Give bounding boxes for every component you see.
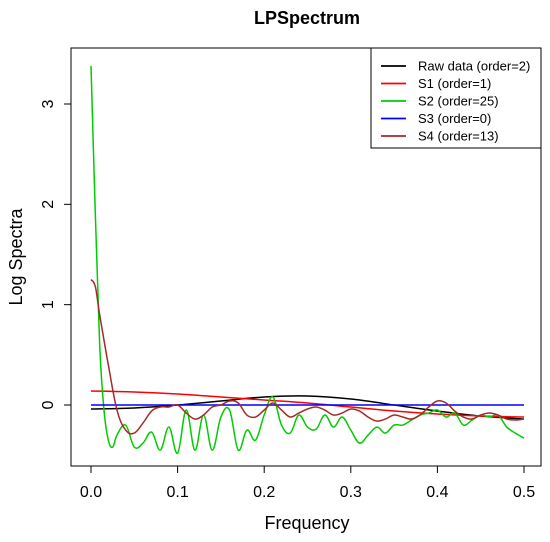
legend-label-5: S4 (order=13) [418,129,499,144]
series-line-5 [90,279,525,435]
legend-label-4: S3 (order=0) [418,111,491,126]
x-axis-title: Frequency [264,513,349,533]
x-tick-label: 0.0 [80,484,102,501]
x-tick-label: 0.2 [253,484,275,501]
legend-box [370,47,542,149]
y-tick-label: 2 [40,200,57,209]
y-axis: 0 1 2 3 [40,99,72,409]
series-line-1 [90,395,525,420]
x-tick-label: 0.5 [513,484,535,501]
x-tick-label: 0.3 [340,484,362,501]
legend-label-1: Raw data (order=2) [418,59,530,74]
y-axis-title: Log Spectra [6,207,26,305]
y-tick-label: 3 [40,99,57,108]
y-tick-label: 1 [40,300,57,309]
x-tick-label: 0.4 [426,484,448,501]
y-tick-label: 0 [40,400,57,409]
legend-label-2: S1 (order=1) [418,76,491,91]
legend: Raw data (order=2) S1 (order=1) S2 (order=… [370,47,542,149]
chart-title: LPSpectrum [254,8,360,28]
series-line-3 [90,65,525,454]
x-tick-label: 0.1 [166,484,188,501]
legend-label-3: S2 (order=25) [418,94,499,109]
x-axis: 0.0 0.1 0.2 0.3 0.4 0.5 [80,465,535,501]
series-layer [90,65,525,454]
